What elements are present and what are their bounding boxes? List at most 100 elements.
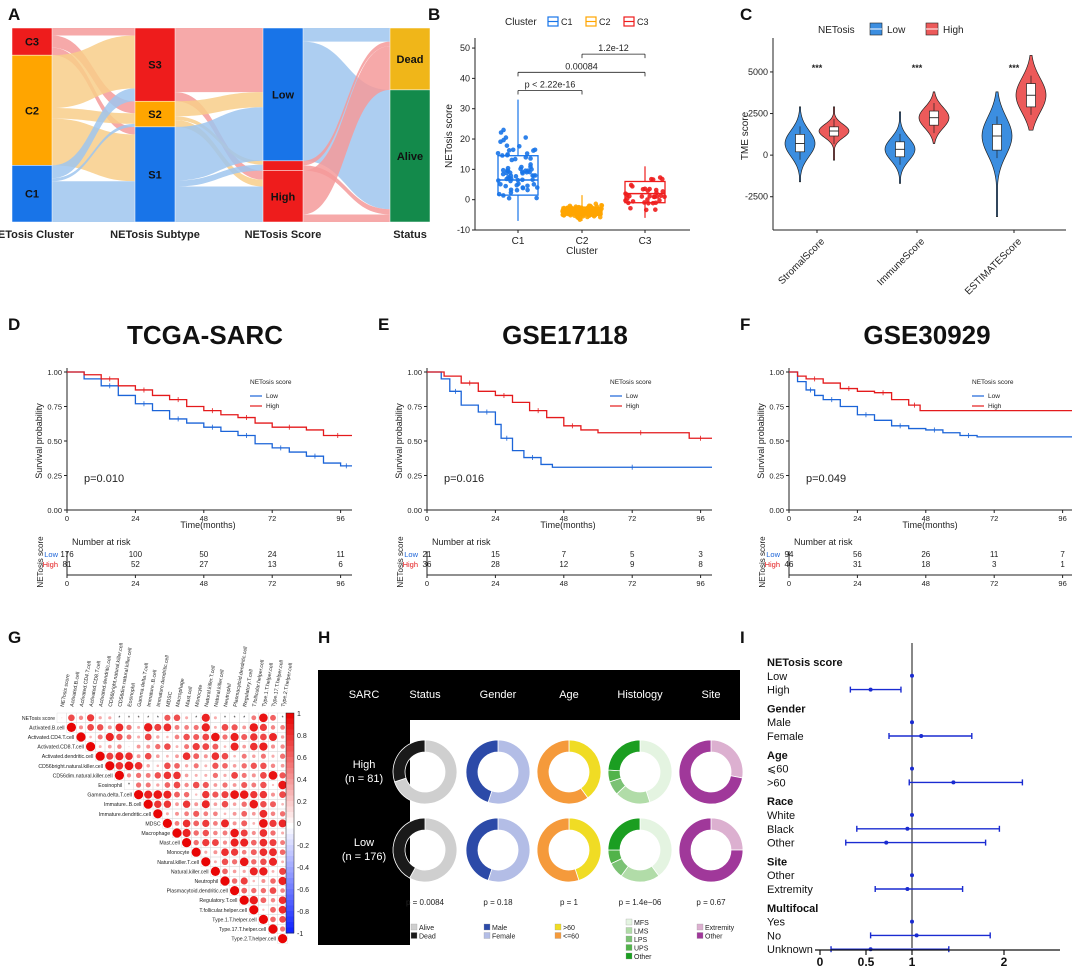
correlation-dot (232, 811, 237, 816)
correlation-dot (181, 837, 192, 848)
correlation-dot (128, 784, 130, 786)
reference-point (910, 873, 914, 878)
correlation-dot (184, 811, 189, 817)
data-point (628, 205, 633, 211)
correlation-dot (203, 811, 209, 817)
data-point (527, 169, 532, 175)
alluvial-stratum (389, 89, 431, 223)
stratum-label: S3 (148, 60, 161, 72)
stratum-label: Low (272, 89, 294, 101)
data-point (525, 187, 530, 193)
correlation-dot (262, 908, 265, 912)
correlation-dot (221, 724, 229, 731)
covariate-header: Site (767, 856, 787, 868)
risk-x-tick-label: 24 (853, 579, 861, 588)
correlation-dot (241, 849, 247, 855)
data-point (593, 201, 599, 207)
y-axis-title: TME score (740, 111, 751, 160)
correlation-dot (241, 810, 248, 817)
data-point (520, 171, 525, 176)
data-point (503, 183, 508, 189)
covariate-header: NETosis score (767, 657, 843, 669)
correlation-dot (270, 830, 276, 836)
donut-slice (392, 817, 426, 879)
legend-label: Alive (419, 925, 434, 932)
column-header: Age (559, 689, 579, 701)
data-point (500, 167, 506, 173)
correlation-dot (224, 717, 226, 719)
correlation-dot (241, 772, 247, 778)
correlation-dot (203, 754, 208, 759)
correlation-dot (191, 847, 201, 857)
column-label: NETosis score (60, 674, 72, 708)
legend-label: MFS (634, 920, 649, 927)
correlation-dot (144, 752, 152, 760)
risk-count-high: 52 (131, 560, 140, 569)
correlation-dot (175, 745, 179, 749)
legend-key (483, 923, 491, 931)
correlation-dot (202, 829, 210, 837)
survival-curve-high (67, 371, 352, 437)
correlation-dot (229, 885, 240, 896)
colorbar-label: 0.2 (297, 799, 307, 806)
correlation-dot (128, 746, 130, 748)
correlation-dot (259, 819, 268, 828)
correlation-dot (270, 744, 276, 749)
risk-count-high: 3 (992, 560, 997, 569)
correlation-dot (164, 762, 171, 770)
x-tick-label: ImmuneScore (875, 236, 927, 288)
correlation-dot (61, 717, 63, 719)
row-label: Gamma.delta.T.cell (87, 793, 131, 799)
correlation-dot (146, 744, 151, 749)
correlation-dot (222, 830, 228, 836)
row-label: CD56dim.natural.killer.cell (53, 773, 113, 779)
correlation-dot (240, 877, 248, 885)
column-header: Site (702, 689, 721, 701)
comparison-pvalue: p < 2.22e-16 (525, 80, 576, 90)
x-tick-label: 0.5 (858, 955, 875, 967)
correlation-dot (174, 791, 180, 798)
alluvial-stratum (262, 27, 304, 162)
correlation-dot (271, 869, 275, 873)
data-point (534, 195, 539, 201)
data-point (523, 168, 528, 173)
panel-letter-e: E (378, 315, 389, 334)
correlation-dot (96, 724, 104, 731)
correlation-dot (213, 860, 217, 864)
colorbar-label: -1 (297, 931, 303, 938)
correlation-dot (202, 819, 210, 828)
donut-slice (568, 739, 602, 799)
correlation-dot (268, 771, 278, 780)
covariate-level: Extremity (767, 884, 813, 896)
risk-count-high: 6 (338, 560, 343, 569)
risk-x-tick-label: 48 (560, 579, 568, 588)
correlation-dot (175, 754, 179, 759)
x-axis-title: Time(months) (902, 520, 957, 530)
legend-label: High (626, 403, 640, 410)
data-point (510, 147, 516, 153)
row-label: Monocyte (167, 850, 190, 856)
correlation-dot (223, 773, 227, 778)
donut-slice (394, 739, 458, 805)
significance-star: * (282, 715, 284, 721)
correlation-dot (66, 722, 77, 733)
row-label: Natural.killer.T.cell (157, 860, 199, 866)
correlation-dot (230, 838, 239, 847)
correlation-dot (154, 723, 162, 731)
plot-title: GSE17118 (502, 320, 628, 350)
correlation-dot (280, 735, 285, 739)
alluvial-axis-label: Status (393, 229, 427, 241)
p-value: p = 1 (560, 898, 579, 907)
correlation-dot (204, 764, 208, 768)
correlation-dot (194, 773, 198, 777)
correlation-dot (270, 714, 276, 721)
legend-key (625, 935, 633, 943)
correlation-dot (118, 717, 120, 719)
colorbar-segment (286, 757, 294, 763)
data-point (498, 130, 504, 135)
correlation-dot (125, 752, 133, 761)
legend-key (625, 918, 633, 926)
colorbar-segment (286, 867, 294, 873)
alluvial-stratum (262, 170, 304, 223)
colorbar-segment (286, 889, 294, 895)
